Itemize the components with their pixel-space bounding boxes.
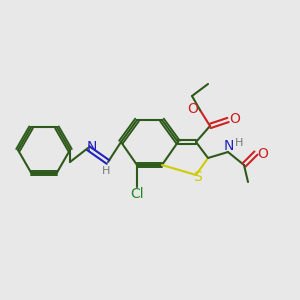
Text: Cl: Cl (130, 187, 144, 201)
Text: O: O (188, 102, 198, 116)
Text: O: O (258, 147, 268, 161)
Text: N: N (87, 140, 97, 154)
Text: N: N (224, 139, 234, 153)
Text: H: H (235, 138, 243, 148)
Text: H: H (102, 166, 110, 176)
Text: S: S (194, 170, 202, 184)
Text: O: O (230, 112, 240, 126)
